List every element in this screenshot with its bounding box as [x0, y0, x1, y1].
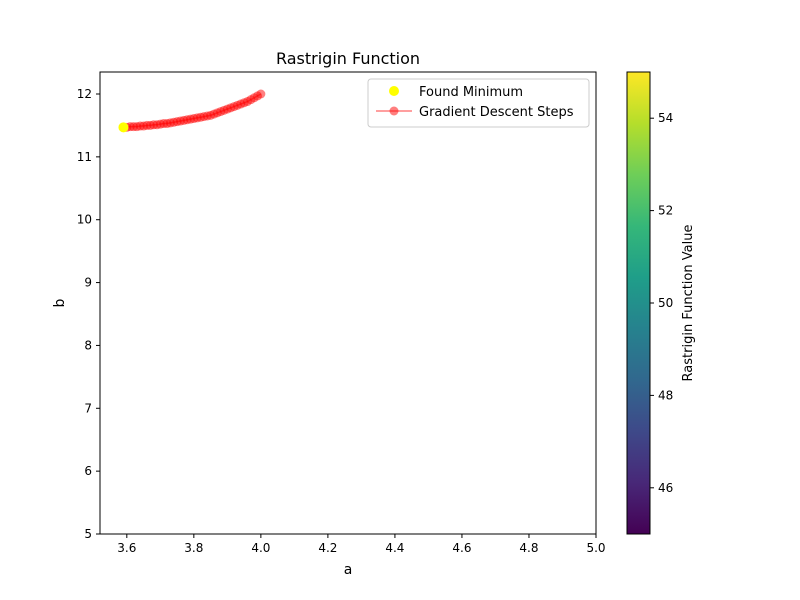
legend-label-gradient-descent: Gradient Descent Steps: [419, 105, 574, 120]
x-tick-label: 4.0: [251, 541, 270, 555]
legend: Found Minimum Gradient Descent Steps: [367, 78, 590, 128]
x-tick-label: 3.6: [117, 541, 136, 555]
colorbar-tick-label: 46: [658, 481, 673, 495]
colorbar-tick-label: 48: [658, 388, 673, 402]
y-tick-label: 12: [77, 87, 92, 101]
x-tick-label: 5.0: [586, 541, 605, 555]
colorbar: 46 48 50 52 54 Rastrigin Function Value: [626, 71, 696, 535]
x-tick-label: 4.2: [318, 541, 337, 555]
x-axis-label: a: [344, 562, 353, 578]
legend-label-found-minimum: Found Minimum: [419, 85, 523, 100]
found-minimum-point: [118, 122, 129, 133]
colorbar-tick-label: 54: [658, 111, 673, 125]
x-tick-label: 4.8: [519, 541, 538, 555]
colorbar-label: Rastrigin Function Value: [681, 225, 696, 382]
colorbar-ticks: 46 48 50 52 54: [650, 111, 673, 495]
colorbar-gradient: [626, 71, 651, 535]
y-tick-label: 8: [84, 338, 92, 352]
x-axis-ticks: 3.6 3.8 4.0 4.2 4.4 4.6 4.8 5.0: [117, 534, 606, 555]
chart-title: Rastrigin Function: [276, 49, 420, 68]
y-tick-label: 9: [84, 276, 92, 290]
colorbar-tick-label: 50: [658, 296, 673, 310]
y-tick-label: 6: [84, 464, 92, 478]
y-tick-label: 11: [77, 150, 92, 164]
plot-area: 3.6 3.8 4.0 4.2 4.4 4.6 4.8 5.0 5 6 7 8 9 10 11 12: [77, 71, 606, 555]
legend-box: [367, 78, 590, 128]
y-tick-label: 7: [84, 401, 92, 415]
plot-frame: [99, 71, 597, 535]
y-axis-label: b: [52, 298, 68, 307]
legend-marker-found-minimum: [389, 86, 399, 96]
x-tick-label: 4.6: [452, 541, 471, 555]
series-layer: [118, 89, 266, 133]
y-tick-label: 10: [77, 213, 92, 227]
legend-marker-gradient-descent: [389, 106, 399, 116]
y-tick-label: 5: [84, 527, 92, 541]
x-tick-label: 3.8: [184, 541, 203, 555]
y-axis-ticks: 5 6 7 8 9 10 11 12: [77, 87, 100, 541]
x-tick-label: 4.4: [385, 541, 404, 555]
colorbar-tick-label: 52: [658, 204, 673, 218]
